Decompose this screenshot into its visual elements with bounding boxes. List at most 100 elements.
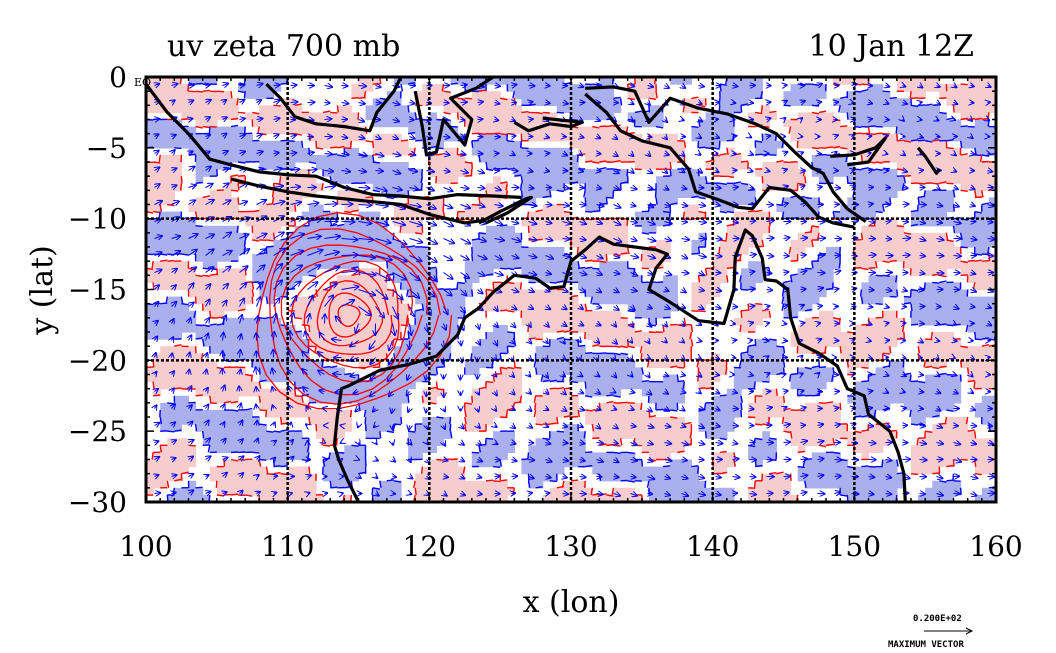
field-cell (358, 303, 367, 312)
field-cell (535, 119, 544, 128)
field-cell (351, 225, 360, 234)
field-cell (741, 353, 749, 361)
field-cell (875, 112, 884, 121)
field-cell (464, 204, 473, 213)
field-cell (415, 176, 423, 184)
field-cell (585, 232, 593, 241)
field-cell (556, 487, 565, 496)
field-cell (903, 133, 912, 142)
field-cell (556, 360, 565, 368)
field-cell (209, 275, 218, 283)
field-cell (500, 438, 508, 446)
field-cell (670, 487, 678, 496)
field-cell (500, 133, 508, 142)
field-cell (379, 346, 388, 354)
field-cell (606, 140, 615, 149)
field-cell (932, 211, 940, 220)
field-cell (493, 91, 501, 99)
field-cell (330, 162, 338, 170)
field-cell (868, 381, 877, 390)
field-cell (351, 381, 360, 390)
field-cell (478, 409, 487, 418)
field-cell (528, 324, 537, 333)
field-cell (535, 154, 544, 163)
field-cell (280, 190, 289, 198)
field-cell (847, 438, 855, 446)
field-cell (323, 324, 331, 333)
field-cell (231, 211, 239, 220)
field-cell (556, 339, 565, 347)
field-cell (705, 119, 714, 128)
field-cell (988, 77, 996, 85)
field-cell (634, 77, 643, 85)
field-cell (202, 409, 211, 418)
field-cell (266, 324, 275, 333)
field-cell (344, 275, 352, 283)
field-cell (379, 140, 388, 149)
field-cell (415, 91, 423, 99)
field-cell (422, 353, 430, 361)
field-cell (252, 431, 260, 439)
field-cell (464, 77, 473, 85)
field-cell (301, 154, 310, 163)
field-cell (769, 169, 777, 177)
field-cell (160, 324, 168, 333)
field-cell (656, 119, 664, 128)
field-cell (663, 360, 671, 368)
field-cell (344, 204, 352, 213)
field-cell (946, 91, 955, 99)
field-cell (896, 332, 905, 340)
field-cell (875, 133, 884, 142)
contour-segment (209, 402, 217, 405)
field-cell (386, 247, 395, 255)
field-cell (280, 494, 289, 502)
field-cell (393, 112, 402, 121)
contour-segment (195, 394, 203, 397)
field-cell (252, 218, 260, 227)
field-cell (882, 431, 891, 439)
field-cell (677, 431, 685, 439)
field-cell (755, 140, 763, 149)
field-cell (337, 367, 345, 376)
field-cell (641, 119, 650, 128)
field-cell (868, 232, 877, 241)
field-cell (351, 239, 360, 248)
field-cell (741, 324, 749, 333)
field-cell (974, 126, 983, 135)
field-cell (918, 381, 926, 390)
field-cell (167, 310, 175, 319)
field-cell (634, 417, 643, 425)
field-cell (153, 126, 161, 135)
field-cell (209, 289, 218, 298)
field-cell (861, 431, 870, 439)
field-cell (280, 126, 289, 135)
field-cell (585, 487, 593, 496)
field-cell (840, 459, 848, 468)
field-cell (379, 332, 388, 340)
field-cell (946, 374, 955, 383)
field-cell (273, 367, 282, 376)
field-cell (471, 147, 480, 156)
field-cell (925, 105, 933, 113)
field-cell (882, 332, 891, 340)
field-cell (571, 424, 579, 432)
field-cell (606, 282, 615, 291)
field-cell (507, 381, 515, 390)
field-cell (478, 402, 487, 411)
field-cell (500, 367, 508, 376)
field-cell (606, 332, 615, 340)
field-cell (719, 105, 728, 113)
field-cell (648, 452, 657, 461)
field-cell (195, 147, 204, 156)
field-cell (981, 275, 990, 283)
field-cell (294, 487, 303, 496)
field-cell (847, 473, 855, 482)
field-cell (656, 197, 664, 206)
field-cell (507, 140, 515, 149)
field-cell (259, 275, 267, 283)
field-cell (627, 275, 636, 283)
field-cell (719, 409, 728, 418)
field-cell (981, 91, 990, 99)
field-cell (259, 473, 267, 482)
field-cell (811, 268, 820, 276)
